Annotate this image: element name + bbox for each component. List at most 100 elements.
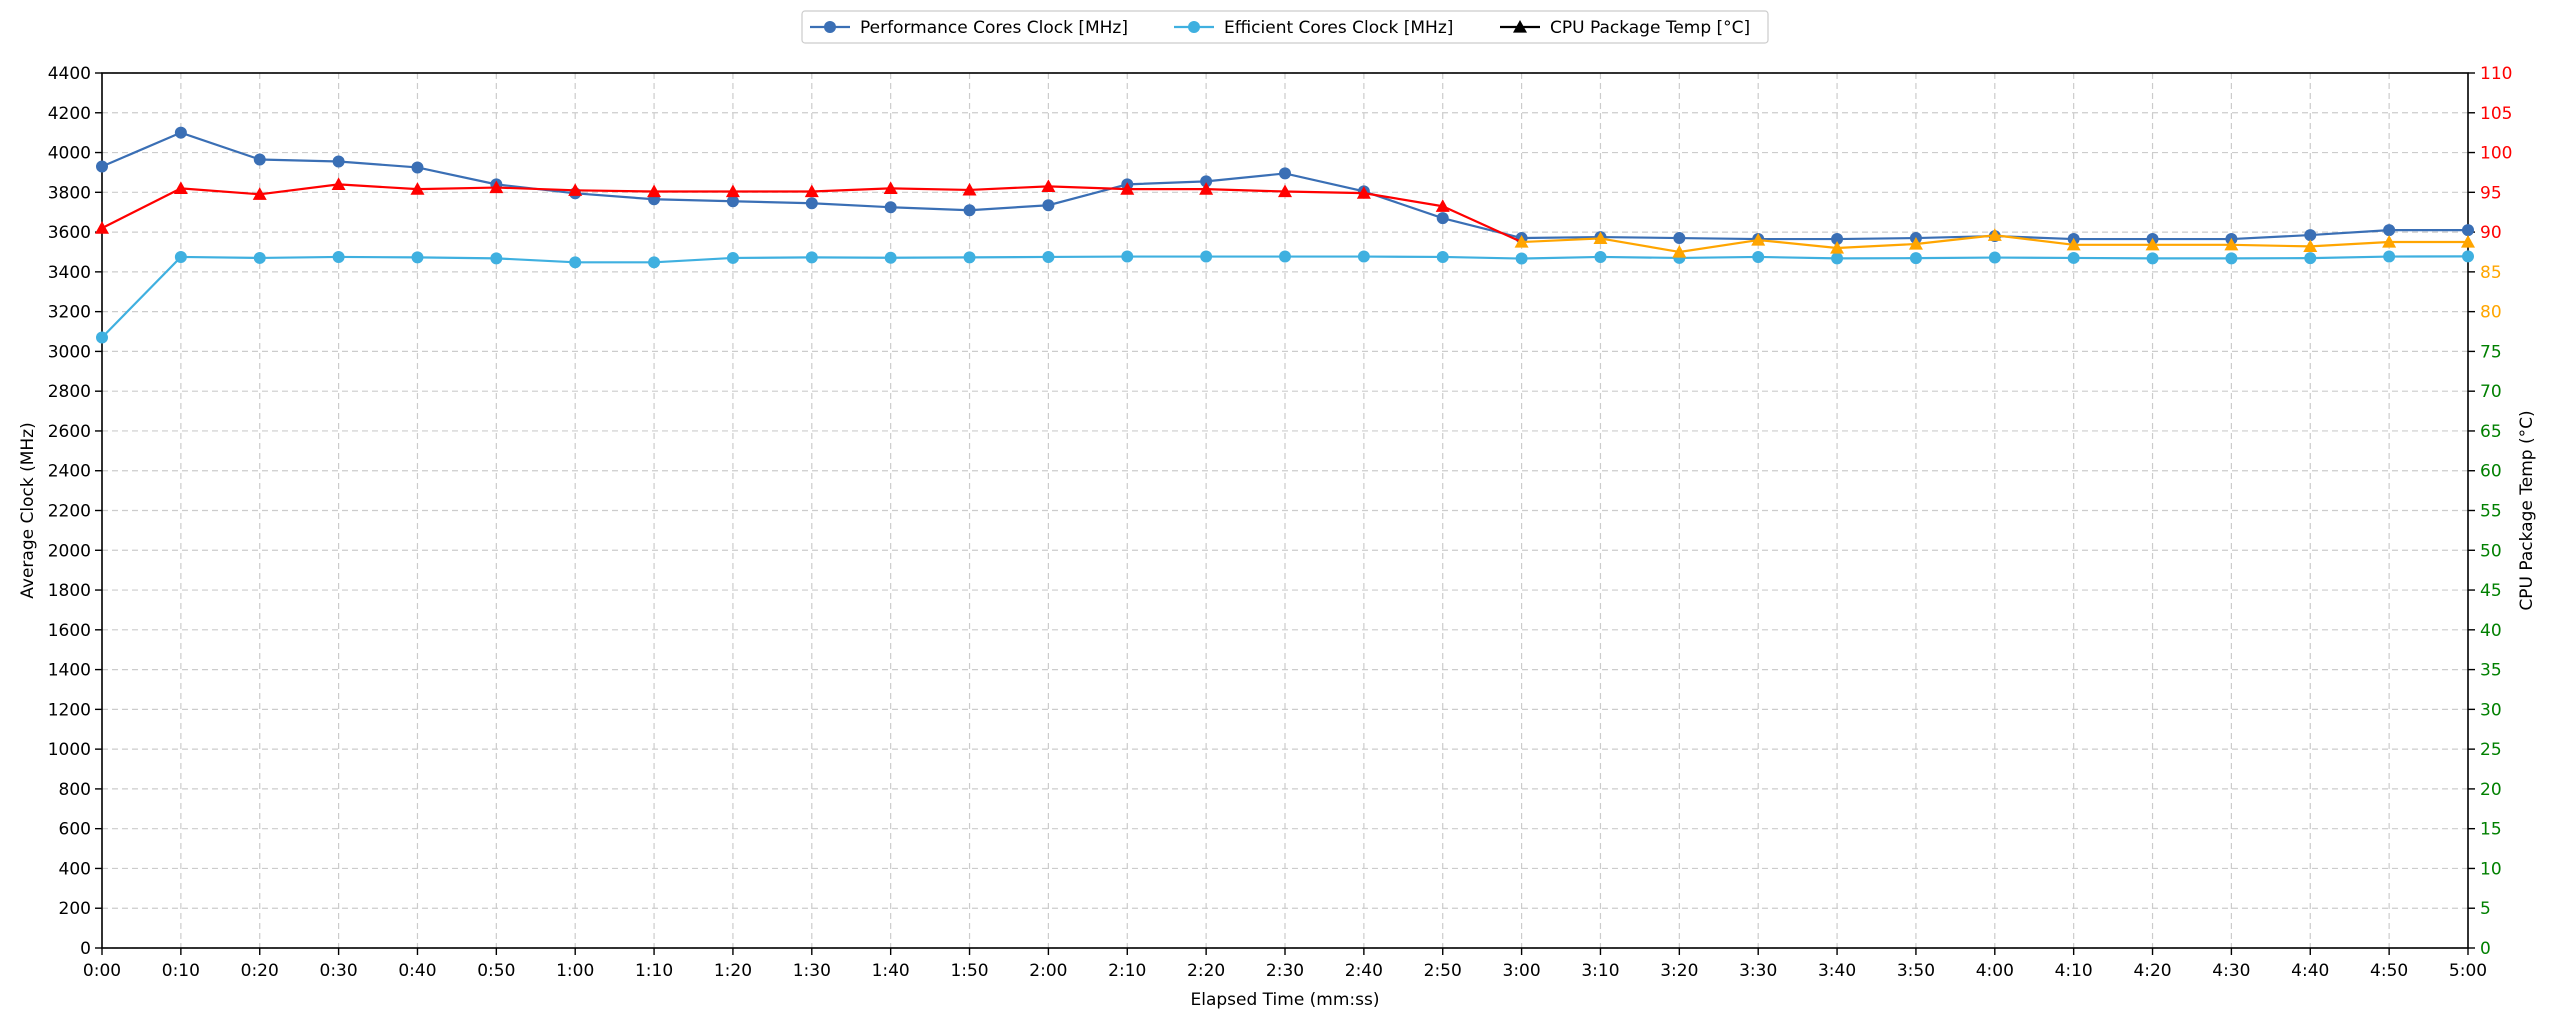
x-tick-label: 0:40 [398, 961, 436, 981]
legend-entry: Efficient Cores Clock [MHz] [1174, 18, 1453, 38]
x-tick-label: 3:40 [1818, 961, 1856, 981]
left-y-tick-label: 1000 [48, 740, 91, 760]
x-tick-label: 4:40 [2291, 961, 2329, 981]
left-y-tick-label: 1400 [48, 661, 91, 681]
temp-point [331, 177, 346, 190]
temp-point [1199, 182, 1214, 195]
efficient-clock-point [569, 256, 582, 269]
temp-line-segment [1994, 234, 2074, 246]
performance-clock-point [1042, 199, 1055, 212]
temp-line-segment [2310, 240, 2390, 248]
temp-line-segment [1600, 237, 1680, 254]
temp-point [1041, 179, 1056, 192]
legend-entry: Performance Cores Clock [MHz] [810, 18, 1128, 38]
right-y-tick-label: 100 [2480, 144, 2512, 164]
temp-point [1987, 228, 2002, 241]
x-tick-label: 0:50 [477, 961, 515, 981]
right-y-tick-label: 5 [2480, 899, 2491, 919]
grid-lines [101, 72, 2469, 949]
efficient-clock-point [332, 250, 345, 263]
left-y-tick-label: 3200 [48, 303, 91, 323]
temp-line-segment [1837, 242, 1916, 250]
efficient-clock-point [648, 256, 661, 269]
right-y-axis: 0 5 10 15 20 25 30 35 40 45 50 55 60 65 70 75 80 85 90 95 10… [2468, 64, 2512, 959]
left-y-tick-label: 0 [80, 939, 91, 959]
right-y-tick-label: 20 [2480, 780, 2502, 800]
right-y-tick-label: 50 [2480, 541, 2502, 561]
performance-clock-point [1279, 167, 1291, 180]
performance-clock-point [332, 155, 345, 168]
right-y-tick-label: 75 [2480, 342, 2502, 362]
temp-point [1356, 186, 1371, 199]
temp-point [1593, 231, 1608, 245]
legend-label: Performance Cores Clock [MHz] [860, 18, 1128, 38]
right-y-tick-label: 110 [2480, 64, 2512, 84]
right-y-tick-label: 95 [2480, 183, 2502, 203]
left-y-tick-label: 1800 [48, 581, 91, 601]
right-y-tick-label: 10 [2480, 859, 2502, 879]
efficient-clock-point [96, 331, 108, 344]
x-tick-label: 2:00 [1029, 961, 1067, 981]
efficient-clock-point [490, 252, 503, 265]
legend: Performance Cores Clock [MHz] Efficient C… [801, 10, 1769, 44]
efficient-clock-point [726, 251, 739, 264]
right-y-tick-label: 15 [2480, 820, 2502, 840]
temp-line-segment [180, 187, 260, 196]
temp-line-segment [1915, 234, 1995, 246]
right-y-tick-label: 55 [2480, 502, 2502, 522]
temp-line-segment [1679, 238, 1759, 254]
temp-line-segment [496, 186, 576, 192]
efficient-clock-point [2462, 250, 2474, 263]
right-y-tick-label: 80 [2480, 303, 2502, 323]
x-axis: 0:00 0:10 0:20 0:30 0:40 0:50 1:00 1:10 1:20 1:30… [83, 948, 2487, 981]
x-tick-label: 1:30 [793, 961, 831, 981]
left-y-tick-label: 200 [59, 899, 91, 919]
performance-clock-point [411, 161, 424, 174]
legend-marker [824, 21, 836, 33]
performance-clock-point [726, 195, 739, 208]
performance-clock-point [963, 204, 976, 217]
left-y-tick-label: 400 [59, 859, 91, 879]
efficient-clock-point [174, 250, 187, 263]
right-y-tick-label: 45 [2480, 581, 2502, 601]
temp-line-segment [575, 189, 655, 193]
performance-clock-point [805, 197, 818, 210]
x-tick-label: 5:00 [2449, 961, 2487, 981]
efficient-clock-point [2383, 250, 2396, 263]
efficient-clock-point [1200, 250, 1213, 263]
temp-line-segment [890, 187, 970, 192]
x-tick-label: 2:30 [1266, 961, 1304, 981]
x-tick-label: 1:00 [556, 961, 594, 981]
left-y-tick-label: 2000 [48, 541, 91, 561]
efficient-clock-point [2146, 252, 2159, 265]
performance-clock-point [96, 160, 108, 173]
temp-point [173, 181, 188, 194]
temp-series [95, 177, 2475, 258]
efficient-clock-point [1909, 252, 1922, 265]
x-tick-label: 3:30 [1739, 961, 1777, 981]
x-tick-label: 1:40 [872, 961, 910, 981]
temp-line-segment [101, 187, 182, 230]
left-y-tick-label: 1600 [48, 621, 91, 641]
left-y-tick-label: 2200 [48, 502, 91, 522]
legend-label: CPU Package Temp [°C] [1550, 18, 1750, 38]
x-tick-label: 0:10 [162, 961, 200, 981]
temp-point [962, 182, 977, 196]
temp-line-segment [1206, 188, 1286, 193]
left-y-axis: 0 200 400 600 800 1000 1200 1400 1600 1800 2000 220… [48, 64, 102, 959]
x-tick-label: 0:20 [241, 961, 279, 981]
efficient-clock-point [1121, 250, 1134, 263]
left-y-tick-label: 4000 [48, 144, 91, 164]
temp-point [1514, 235, 1529, 248]
x-tick-label: 4:30 [2212, 961, 2250, 981]
efficient-clock-point [2067, 251, 2080, 264]
right-y-tick-label: 60 [2480, 462, 2502, 482]
left-y-tick-label: 4400 [48, 64, 91, 84]
left-y-tick-label: 2400 [48, 462, 91, 482]
efficient-clock-series [96, 250, 2474, 344]
temp-point [2066, 237, 2081, 251]
performance-clock-point [174, 126, 187, 139]
x-tick-label: 0:00 [83, 961, 121, 981]
